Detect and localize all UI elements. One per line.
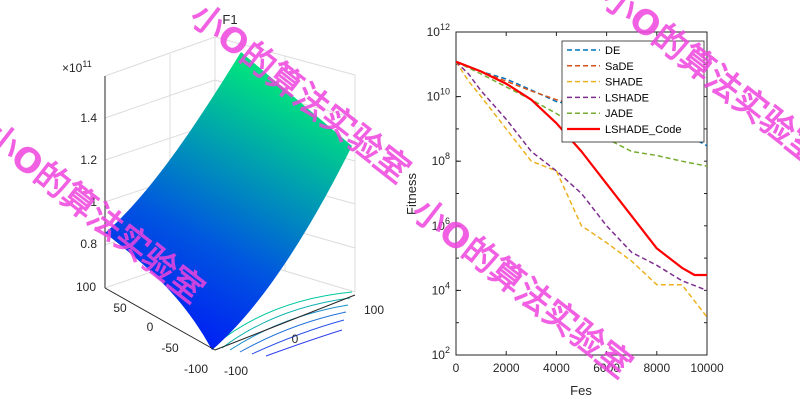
surface-contours [214,291,353,357]
surface-ticks: 0.8 1 1.2 1.4 -100 0 100 100 50 0 -50 -1… [76,111,384,378]
surface-exponent: ×1011 [62,59,92,75]
surface-z-tick: 0.8 [80,237,97,251]
y-tick-label: 102 [432,345,450,362]
legend-entry: SHADE [605,77,643,89]
convergence-ylabel: Fitness [404,173,419,215]
series-line-sade [456,61,582,108]
surface-title: F1 [222,12,237,27]
surface-z-tick: 1 [90,195,97,209]
convergence-tick-marks [455,31,708,356]
x-tick-label: 0 [453,361,460,375]
surface-x-tick: 0 [292,332,299,346]
series-line-shade [456,61,707,318]
legend-entry: LSHADE [605,92,649,104]
surface-z-tick: 1.2 [80,153,97,167]
y-tick-label: 1010 [427,87,450,104]
legend-entry: LSHADE_Code [605,124,681,136]
surface-axes [104,76,356,351]
legend-entry: DE [605,45,620,57]
surface-y-tick: -100 [184,362,208,376]
convergence-x-tick-labels: 0 2000 4000 6000 8000 10000 [453,361,724,375]
x-tick-label: 8000 [643,361,670,375]
convergence-y-tick-labels: 102 104 106 108 1010 1012 [427,22,450,362]
series-line-lshade-code [456,60,707,277]
surface-z-tick: 1.4 [80,111,97,125]
convergence-xlabel: Fes [570,383,592,398]
y-tick-label: 1012 [427,22,450,39]
y-tick-label: 106 [432,216,450,233]
convergence-plot: 0 2000 4000 6000 8000 10000 10210410610810101… [404,22,724,398]
surface-y-tick: 100 [76,280,96,294]
legend-box [561,40,705,143]
surface-x-tick: -100 [224,364,248,378]
y-tick-label: 108 [432,151,450,168]
surface-x-tick: 100 [364,303,384,317]
x-tick-label: 10000 [690,361,724,375]
legend-entry: JADE [605,108,633,120]
surface-plot: 0.8 1 1.2 1.4 -100 0 100 100 50 0 -50 -1… [62,12,384,378]
surface-y-tick: 0 [147,320,154,334]
surface-y-tick: 50 [113,301,127,315]
x-tick-label: 4000 [543,361,570,375]
x-tick-label: 2000 [493,361,520,375]
legend-entry: SaDE [605,61,634,73]
surface-y-tick: -50 [161,341,179,355]
series-line-lshade [456,61,707,292]
x-tick-label: 6000 [593,361,620,375]
y-tick-label: 104 [432,280,450,297]
legend: DE SaDE SHADE LSHADE JADE LSHADE_Code [561,40,705,143]
surface-mesh [105,52,352,350]
